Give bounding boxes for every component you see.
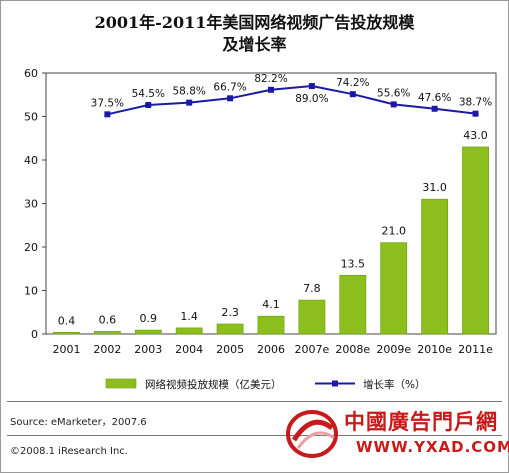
bar-value-label: 43.0 <box>463 129 488 142</box>
growth-value-label: 37.5% <box>91 97 124 109</box>
growth-point-2009e <box>390 101 397 108</box>
x-tick-label: 2005 <box>216 343 244 356</box>
x-tick-label: 2008e <box>335 343 370 356</box>
copyright-text: ©2008.1 iResearch Inc. <box>10 446 128 457</box>
growth-point-2002 <box>104 111 111 118</box>
x-tick-label: 2006 <box>257 343 285 356</box>
bar-value-label: 4.1 <box>262 298 280 311</box>
growth-point-2003 <box>145 101 152 108</box>
watermark-logo: 中國廣告門戶網 WWW.YXAD.COM <box>282 402 509 464</box>
bar-value-label: 31.0 <box>422 181 447 194</box>
growth-value-label: 66.7% <box>213 81 246 93</box>
legend-bar-swatch <box>105 378 137 389</box>
growth-value-label: 74.2% <box>336 77 369 89</box>
growth-point-2011e <box>472 110 479 117</box>
x-tick-label: 2011e <box>458 343 493 356</box>
growth-point-2007e <box>308 83 315 90</box>
growth-point-2006 <box>268 86 274 93</box>
x-tick-label: 2001 <box>52 343 80 356</box>
x-tick-label: 2003 <box>134 343 162 356</box>
x-tick-label: 2007e <box>295 343 330 356</box>
logo-chinese-text: 中國廣告門戶網 <box>344 409 498 434</box>
bar-2005 <box>216 323 244 335</box>
bar-value-label: 1.4 <box>180 310 198 323</box>
legend-line-label: 增长率（%） <box>363 379 426 391</box>
growth-point-2008e <box>349 91 356 98</box>
bar-2008e <box>339 274 367 335</box>
growth-value-label: 47.6% <box>418 92 451 104</box>
growth-point-2010e <box>431 105 438 112</box>
source-separator <box>7 401 502 402</box>
chart-area: 0 10 20 30 40 50 60 0.4 0.6 0.9 1.4 2.3 4.1 7.8 13.5 21… <box>24 67 497 389</box>
bar-2001 <box>53 331 80 335</box>
bar-value-label: 7.8 <box>303 282 321 295</box>
x-tick-label: 2002 <box>93 343 121 356</box>
bar-2006 <box>257 315 285 335</box>
chart-title-line1: 2001年-2011年美国网络视频广告投放规模 <box>94 13 415 32</box>
bar-2002 <box>93 331 121 335</box>
legend-bar-label: 网络视频投放规模（亿美元） <box>145 379 282 391</box>
logo-emblem-icon <box>286 410 338 458</box>
y-tick-label: 10 <box>24 285 38 298</box>
growth-value-label: 82.2% <box>254 73 287 85</box>
legend-line-marker <box>332 380 338 387</box>
bar-2010e <box>421 198 449 335</box>
growth-value-label: 55.6% <box>377 87 410 99</box>
growth-value-label: 58.8% <box>173 86 206 98</box>
y-tick-label: 0 <box>31 328 38 341</box>
y-tick-label: 30 <box>24 198 38 211</box>
growth-point-2004 <box>186 99 193 106</box>
bar-2003 <box>134 329 162 335</box>
y-tick-label: 40 <box>24 154 38 167</box>
chart-title-line2: 及增长率 <box>222 35 287 54</box>
bar-2007e <box>298 299 326 335</box>
bar-value-label: 21.0 <box>381 225 406 238</box>
y-tick-label: 60 <box>24 67 38 80</box>
bar-2009e <box>380 242 408 335</box>
bar-value-label: 13.5 <box>341 257 366 270</box>
y-tick-label: 20 <box>24 241 38 254</box>
x-tick-label: 2009e <box>376 343 411 356</box>
bar-2011e <box>462 146 489 335</box>
growth-value-label: 38.7% <box>459 97 492 109</box>
bar-value-label: 0.6 <box>99 313 117 326</box>
growth-value-label: 54.5% <box>132 88 165 100</box>
copyright-separator <box>7 435 502 436</box>
x-tick-label: 2010e <box>417 343 452 356</box>
bar-value-label: 2.3 <box>221 306 239 319</box>
plot-border <box>45 72 497 335</box>
bar-value-label: 0.4 <box>58 314 76 327</box>
bar-2004 <box>175 327 203 335</box>
logo-url-text: WWW.YXAD.COM <box>356 438 509 456</box>
bar-value-label: 0.9 <box>140 312 158 325</box>
growth-value-label: 89.0% <box>295 93 328 105</box>
growth-point-2005 <box>227 95 234 102</box>
growth-line <box>107 85 476 116</box>
y-tick-label: 50 <box>24 111 38 124</box>
source-text: Source: eMarketer，2007.6 <box>10 417 147 428</box>
x-tick-label: 2004 <box>175 343 203 356</box>
